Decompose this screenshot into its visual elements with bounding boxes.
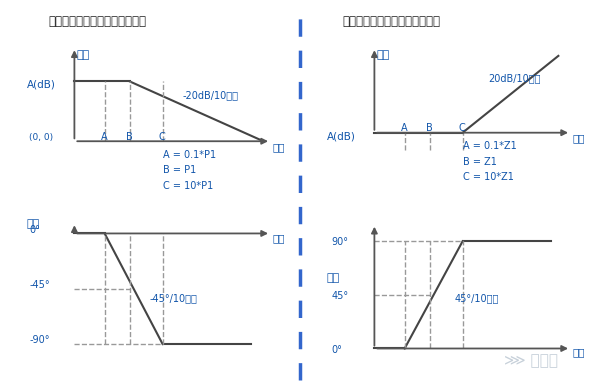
Text: C: C [459,123,466,133]
Text: 相位: 相位 [326,274,340,284]
Text: A(dB): A(dB) [326,131,355,141]
Text: 增益: 增益 [77,50,90,60]
Text: 90°: 90° [332,237,349,247]
Text: C: C [159,132,166,142]
Text: ⋙ 日月辰: ⋙ 日月辰 [504,353,558,368]
Text: 45°: 45° [332,291,349,301]
Text: -45°/10倍频: -45°/10倍频 [150,293,198,303]
Text: 0°: 0° [29,225,40,235]
Text: 0°: 0° [332,345,343,355]
Text: A = 0.1*Z1
B = Z1
C = 10*Z1: A = 0.1*Z1 B = Z1 C = 10*Z1 [463,141,517,182]
Text: A: A [401,123,407,133]
Text: 零点对波特图增益、相移的影响: 零点对波特图增益、相移的影响 [342,15,440,28]
Text: 频率: 频率 [572,347,585,357]
Text: 相位: 相位 [26,219,40,229]
Text: A: A [101,132,107,142]
Text: B: B [126,132,133,142]
Text: 20dB/10倍频: 20dB/10倍频 [488,73,540,83]
Text: 极点对波特图增益、相移的影响: 极点对波特图增益、相移的影响 [48,15,146,28]
Text: A(dB): A(dB) [26,80,55,90]
Text: 频率: 频率 [272,233,285,243]
Text: (0, 0): (0, 0) [29,133,53,142]
Text: A = 0.1*P1
B = P1
C = 10*P1: A = 0.1*P1 B = P1 C = 10*P1 [163,150,216,191]
Text: 45°/10倍频: 45°/10倍频 [455,294,499,303]
Text: -20dB/10倍频: -20dB/10倍频 [183,90,239,100]
Text: -45°: -45° [29,279,50,289]
Text: -90°: -90° [29,335,50,345]
Text: B: B [426,123,433,133]
Text: 增益: 增益 [377,50,390,60]
Text: 频率: 频率 [572,133,585,143]
Text: 频率: 频率 [272,142,285,152]
